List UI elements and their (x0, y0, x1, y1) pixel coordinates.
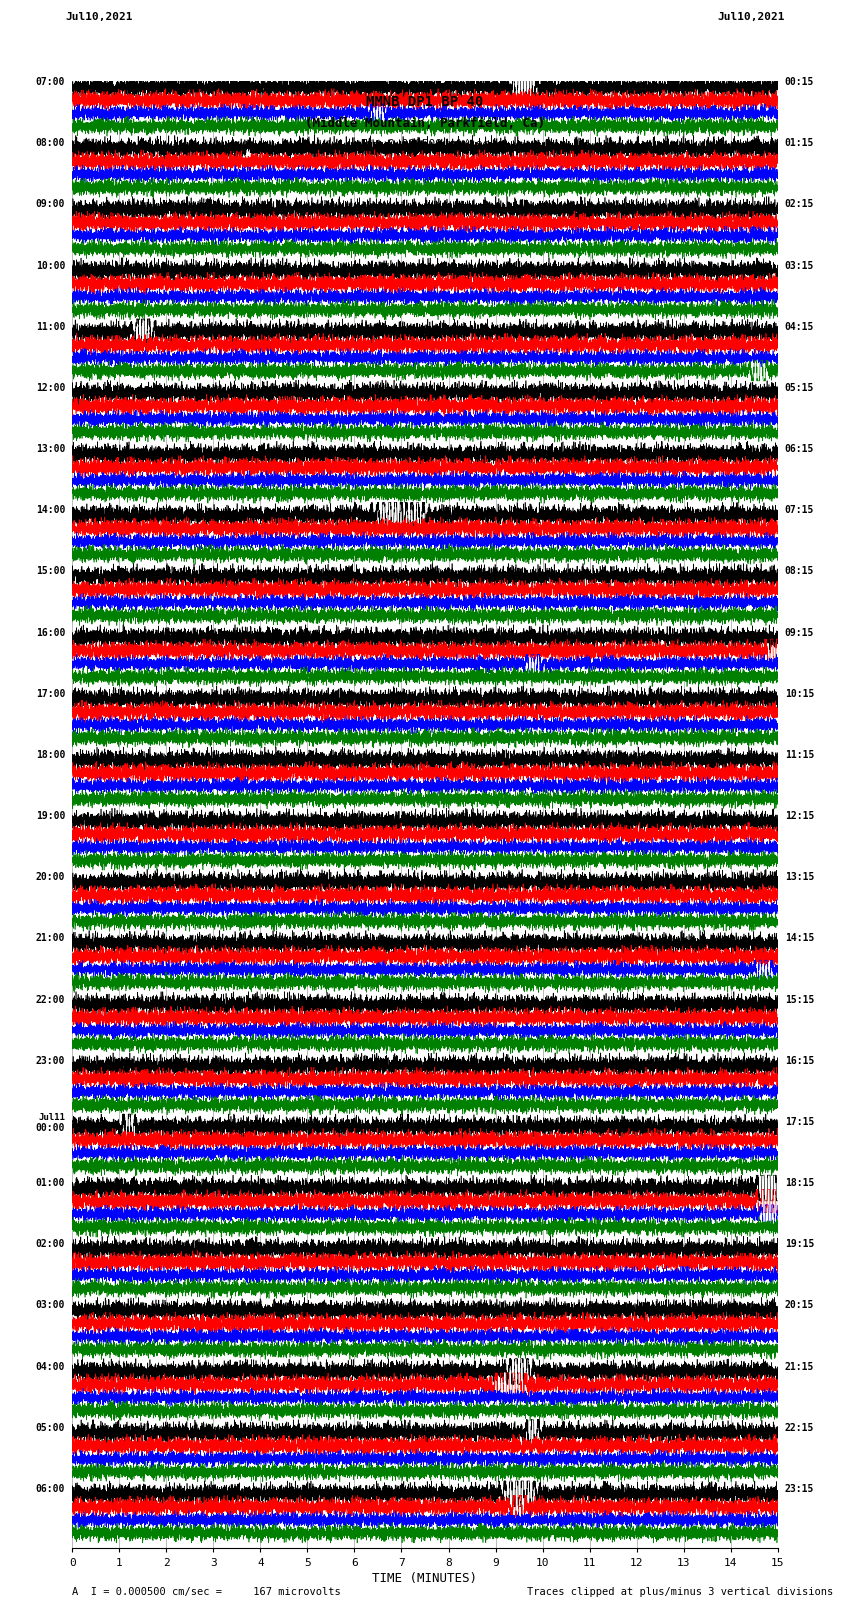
Text: 08:15: 08:15 (785, 566, 814, 576)
Text: (Middle Mountain, Parkfield, Ca): (Middle Mountain, Parkfield, Ca) (305, 118, 545, 131)
Text: MMNB DP1 BP 40: MMNB DP1 BP 40 (366, 95, 484, 110)
Text: 13:00: 13:00 (36, 444, 65, 455)
Text: 23:15: 23:15 (785, 1484, 814, 1494)
Text: 03:15: 03:15 (785, 261, 814, 271)
Text: 20:00: 20:00 (36, 873, 65, 882)
Text: 09:15: 09:15 (785, 627, 814, 637)
Text: 06:15: 06:15 (785, 444, 814, 455)
Text: 11:15: 11:15 (785, 750, 814, 760)
X-axis label: TIME (MINUTES): TIME (MINUTES) (372, 1571, 478, 1584)
Text: Jul10,2021: Jul10,2021 (717, 11, 785, 23)
Text: I = 0.000500 cm/sec: I = 0.000500 cm/sec (361, 139, 489, 150)
Text: 10:00: 10:00 (36, 261, 65, 271)
Text: 10:15: 10:15 (785, 689, 814, 698)
Text: 00:15: 00:15 (785, 77, 814, 87)
Text: 05:00: 05:00 (36, 1423, 65, 1432)
Text: Jul10,2021: Jul10,2021 (65, 11, 133, 23)
Text: 19:00: 19:00 (36, 811, 65, 821)
Text: 14:00: 14:00 (36, 505, 65, 515)
Text: 22:15: 22:15 (785, 1423, 814, 1432)
Text: 07:00: 07:00 (36, 77, 65, 87)
Text: 04:15: 04:15 (785, 323, 814, 332)
Text: 17:00: 17:00 (36, 689, 65, 698)
Text: 07:15: 07:15 (785, 505, 814, 515)
Text: 03:00: 03:00 (36, 1300, 65, 1310)
Text: 20:15: 20:15 (785, 1300, 814, 1310)
Text: 12:00: 12:00 (36, 382, 65, 394)
Text: 14:15: 14:15 (785, 934, 814, 944)
Text: 01:15: 01:15 (785, 139, 814, 148)
Text: 19:15: 19:15 (785, 1239, 814, 1248)
Text: 05:15: 05:15 (785, 382, 814, 394)
Text: 22:00: 22:00 (36, 995, 65, 1005)
Text: 18:00: 18:00 (36, 750, 65, 760)
Text: 16:00: 16:00 (36, 627, 65, 637)
Text: 08:00: 08:00 (36, 139, 65, 148)
Text: 04:00: 04:00 (36, 1361, 65, 1371)
Text: 15:00: 15:00 (36, 566, 65, 576)
Text: Jul11: Jul11 (38, 1113, 65, 1121)
Text: 11:00: 11:00 (36, 323, 65, 332)
Text: 21:15: 21:15 (785, 1361, 814, 1371)
Text: 12:15: 12:15 (785, 811, 814, 821)
Text: 06:00: 06:00 (36, 1484, 65, 1494)
Text: Traces clipped at plus/minus 3 vertical divisions: Traces clipped at plus/minus 3 vertical … (527, 1587, 833, 1597)
Text: 09:00: 09:00 (36, 200, 65, 210)
Text: 02:15: 02:15 (785, 200, 814, 210)
Text: 21:00: 21:00 (36, 934, 65, 944)
Text: 16:15: 16:15 (785, 1057, 814, 1066)
Text: 17:15: 17:15 (785, 1116, 814, 1127)
Text: 18:15: 18:15 (785, 1177, 814, 1189)
Text: 02:00: 02:00 (36, 1239, 65, 1248)
Text: 01:00: 01:00 (36, 1177, 65, 1189)
Text: A  I = 0.000500 cm/sec =     167 microvolts: A I = 0.000500 cm/sec = 167 microvolts (72, 1587, 341, 1597)
Text: 15:15: 15:15 (785, 995, 814, 1005)
Text: 23:00: 23:00 (36, 1057, 65, 1066)
Text: 00:00: 00:00 (36, 1123, 65, 1132)
Text: 13:15: 13:15 (785, 873, 814, 882)
